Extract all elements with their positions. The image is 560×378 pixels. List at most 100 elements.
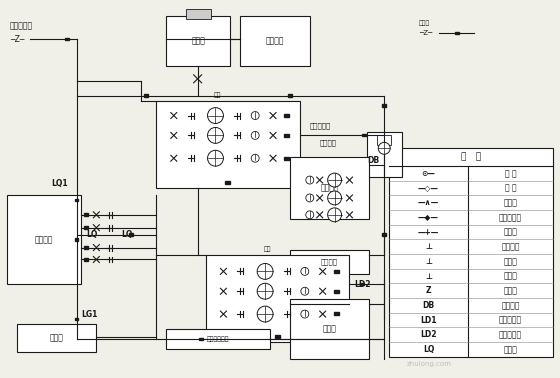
Text: ⊥: ⊥ — [425, 242, 432, 251]
Bar — [382, 104, 386, 107]
Circle shape — [306, 176, 314, 184]
Bar — [334, 290, 339, 293]
Text: ⊙—: ⊙— — [422, 169, 436, 178]
Bar — [129, 233, 133, 236]
Bar — [17, 324, 96, 352]
Text: Z: Z — [426, 286, 431, 295]
Text: 自来水补水: 自来水补水 — [10, 22, 33, 31]
Text: ⊥: ⊥ — [425, 272, 432, 280]
Circle shape — [251, 132, 259, 139]
Text: —◇—: —◇— — [418, 184, 439, 193]
Circle shape — [208, 108, 223, 124]
Text: LQ1: LQ1 — [52, 178, 68, 187]
Text: LD1: LD1 — [420, 316, 437, 325]
Circle shape — [251, 112, 259, 119]
Bar — [64, 38, 68, 40]
Text: 自来水: 自来水 — [503, 286, 517, 295]
Bar — [284, 114, 290, 117]
Bar — [166, 16, 230, 66]
Bar — [144, 94, 148, 97]
Text: 温度计: 温度计 — [503, 257, 517, 266]
Text: LG1: LG1 — [81, 310, 98, 319]
Bar — [367, 132, 402, 177]
Bar — [74, 198, 78, 201]
Bar — [240, 16, 310, 66]
Text: 冷冻塔: 冷冻塔 — [191, 37, 205, 46]
Text: 定压补水: 定压补水 — [501, 301, 520, 310]
Bar — [455, 32, 459, 34]
Circle shape — [328, 191, 342, 205]
Text: —∧—: —∧— — [418, 198, 439, 207]
Circle shape — [257, 283, 273, 299]
Bar — [389, 148, 553, 357]
Bar — [362, 134, 366, 136]
Bar — [186, 9, 211, 19]
Bar — [290, 249, 370, 274]
Text: 冲漯水补水: 冲漯水补水 — [499, 316, 522, 325]
Text: DB: DB — [422, 301, 435, 310]
Bar — [361, 283, 365, 285]
Text: 冲漯水回水: 冲漯水回水 — [499, 330, 522, 339]
Bar — [290, 299, 370, 359]
Bar — [206, 254, 349, 342]
Bar — [334, 270, 339, 273]
Bar — [7, 195, 81, 284]
Bar — [85, 246, 88, 249]
Circle shape — [306, 211, 314, 219]
Circle shape — [328, 173, 342, 187]
Bar — [334, 313, 339, 315]
Text: 电动调节阀: 电动调节阀 — [499, 213, 522, 222]
Circle shape — [301, 267, 309, 275]
Text: 压力表: 压力表 — [503, 272, 517, 280]
Text: 区域控制装置: 区域控制装置 — [207, 336, 229, 342]
Bar — [74, 318, 78, 320]
Circle shape — [208, 127, 223, 143]
Text: zhulong.com: zhulong.com — [407, 361, 451, 367]
Text: 软化水: 软化水 — [419, 20, 430, 26]
Text: 集水器: 集水器 — [323, 324, 337, 333]
Text: LQ: LQ — [86, 230, 98, 239]
Circle shape — [306, 194, 314, 202]
Text: LQ: LQ — [121, 230, 133, 239]
Circle shape — [208, 150, 223, 166]
Text: 水处理器: 水处理器 — [320, 139, 337, 146]
Text: 软化水装置: 软化水装置 — [310, 122, 331, 129]
Bar — [85, 258, 88, 260]
Circle shape — [328, 208, 342, 222]
Text: ⊥: ⊥ — [425, 257, 432, 266]
Text: 振恒: 振恒 — [214, 93, 222, 99]
Text: 水 泵: 水 泵 — [505, 169, 516, 178]
Bar — [288, 94, 292, 97]
Text: 图   例: 图 例 — [461, 153, 481, 162]
Text: LD2: LD2 — [354, 280, 371, 289]
Bar — [166, 329, 270, 349]
Circle shape — [301, 287, 309, 295]
Bar — [284, 134, 290, 137]
Bar — [226, 181, 230, 184]
Circle shape — [378, 143, 390, 154]
Text: ─Z─: ─Z─ — [10, 35, 25, 43]
Text: 振恒: 振恒 — [264, 247, 272, 253]
Bar — [85, 226, 88, 229]
Text: —◆—: —◆— — [418, 213, 439, 222]
Bar — [199, 338, 203, 340]
Text: 软化水箱: 软化水箱 — [320, 183, 339, 192]
Bar — [290, 157, 370, 219]
Text: 过滤器: 过滤器 — [503, 228, 517, 237]
Text: ─Z─: ─Z─ — [419, 30, 432, 36]
Circle shape — [301, 310, 309, 318]
Text: 分水器: 分水器 — [50, 333, 64, 342]
Text: 阀 门: 阀 门 — [505, 184, 516, 193]
Bar — [377, 135, 391, 145]
Bar — [382, 233, 386, 236]
Text: 水流开关: 水流开关 — [501, 242, 520, 251]
Bar — [275, 335, 280, 338]
Circle shape — [251, 154, 259, 162]
Text: LD2: LD2 — [420, 330, 437, 339]
Text: DB: DB — [367, 156, 380, 165]
Text: 制冷机组: 制冷机组 — [35, 235, 54, 244]
Circle shape — [257, 263, 273, 279]
Bar — [74, 238, 78, 241]
Circle shape — [257, 306, 273, 322]
Bar — [85, 214, 88, 216]
